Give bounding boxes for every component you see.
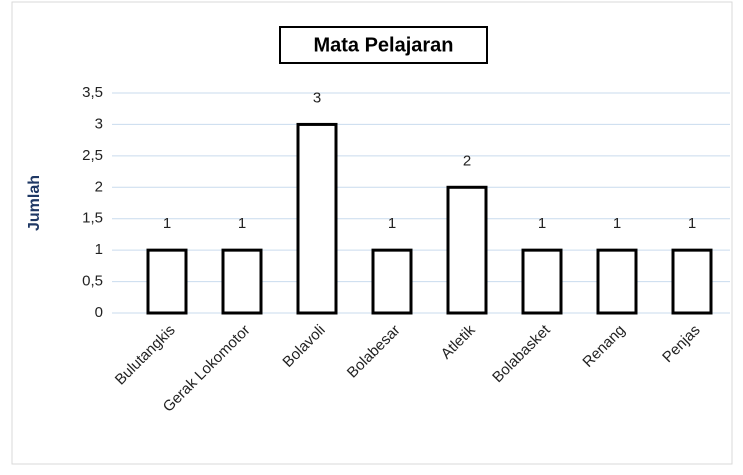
bar — [296, 122, 338, 315]
y-axis-label: Jumlah — [26, 175, 43, 231]
bar — [221, 248, 263, 315]
bar — [446, 185, 488, 315]
data-label: 1 — [163, 215, 171, 232]
bar — [146, 248, 188, 315]
data-label: 1 — [688, 215, 696, 232]
bar — [371, 248, 413, 315]
chart-title: Mata Pelajaran — [313, 34, 453, 56]
y-tick-label: 2,5 — [82, 147, 103, 164]
y-tick-label: 0,5 — [82, 273, 103, 290]
data-label: 1 — [538, 215, 546, 232]
title-box — [279, 26, 488, 64]
data-label: 3 — [313, 89, 321, 106]
bar — [671, 248, 713, 315]
bar — [596, 248, 638, 315]
y-tick-label: 0 — [95, 304, 103, 321]
data-label: 1 — [613, 215, 621, 232]
y-tick-label: 3 — [95, 115, 103, 132]
data-label: 1 — [388, 215, 396, 232]
y-tick-label: 1,5 — [82, 210, 103, 227]
y-tick-label: 1 — [95, 241, 103, 258]
y-tick-label: 2 — [95, 178, 103, 195]
chart-border — [11, 1, 733, 465]
data-label: 1 — [238, 215, 246, 232]
y-tick-label: 3,5 — [82, 84, 103, 101]
data-label: 2 — [463, 152, 471, 169]
bar — [521, 248, 563, 315]
